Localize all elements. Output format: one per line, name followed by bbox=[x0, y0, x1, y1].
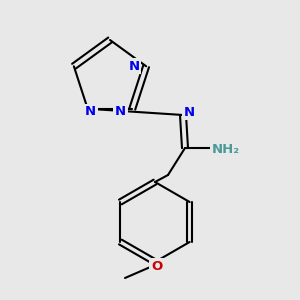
Text: O: O bbox=[151, 260, 162, 273]
Text: N: N bbox=[183, 106, 195, 118]
Text: N: N bbox=[85, 105, 96, 118]
Text: N: N bbox=[129, 60, 140, 73]
Text: N: N bbox=[115, 105, 126, 118]
Text: NH₂: NH₂ bbox=[212, 143, 240, 156]
